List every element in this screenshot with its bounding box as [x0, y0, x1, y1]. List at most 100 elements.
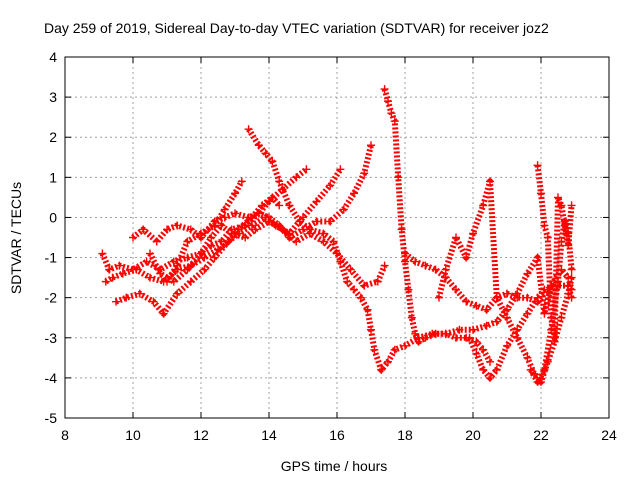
data-point [326, 217, 335, 226]
data-point [462, 253, 471, 262]
data-point [567, 265, 576, 274]
data-point [254, 141, 263, 150]
series-track-4 [129, 141, 375, 246]
data-point [387, 109, 396, 118]
data-point [149, 297, 158, 306]
data-point [513, 293, 522, 302]
data-point [411, 329, 420, 338]
data-point [482, 305, 491, 314]
data-point [220, 213, 229, 222]
data-point [98, 249, 107, 258]
data-point [492, 317, 501, 326]
data-point [465, 333, 474, 342]
data-point [254, 209, 263, 218]
data-point [390, 117, 399, 126]
data-point [384, 357, 392, 366]
series-track-3 [112, 193, 284, 318]
data-point [486, 357, 494, 366]
data-point [244, 125, 253, 134]
data-point [197, 229, 205, 238]
data-point [210, 253, 219, 262]
data-point [380, 85, 389, 94]
data-point [452, 233, 460, 242]
series-track-11 [465, 285, 549, 382]
data-point [329, 237, 338, 246]
data-point [367, 325, 375, 334]
data-point [390, 345, 399, 354]
data-point [380, 261, 389, 270]
data-point [169, 257, 178, 266]
data-point [343, 277, 352, 286]
data-point [217, 221, 226, 230]
data-point [384, 97, 392, 106]
data-point [540, 309, 549, 318]
data-point [486, 177, 494, 186]
data-point [482, 321, 491, 330]
data-point [305, 225, 314, 234]
series-track-8 [380, 85, 494, 366]
data-point [370, 345, 379, 354]
data-point [567, 201, 576, 210]
data-point [129, 233, 137, 242]
data-point [404, 285, 413, 294]
data-point [469, 325, 477, 334]
x-tick-label: 22 [533, 427, 549, 443]
data-point [244, 213, 253, 222]
series-trace [436, 178, 575, 385]
series-trace [104, 167, 343, 285]
data-point [486, 373, 494, 382]
data-point [207, 233, 216, 242]
data-point [200, 265, 209, 274]
x-tick-label: 14 [261, 427, 277, 443]
series-trace [381, 88, 493, 364]
data-point [407, 313, 416, 322]
y-tick-label: -4 [45, 370, 58, 386]
data-point [261, 149, 270, 158]
data-point [533, 253, 542, 262]
y-axis-title: SDTVAR / TECUs [8, 182, 24, 294]
series-track-5 [146, 217, 389, 290]
data-point [292, 237, 301, 246]
y-tick-label: -3 [45, 330, 58, 346]
data-point [248, 221, 256, 230]
data-point [152, 237, 161, 246]
data-point [540, 221, 549, 230]
data-point [540, 365, 549, 374]
data-point [567, 273, 576, 282]
data-point [200, 253, 209, 262]
data-point [560, 217, 569, 226]
series-trace [131, 144, 374, 245]
data-point [554, 277, 562, 286]
data-point [268, 193, 277, 202]
data-point [503, 305, 511, 314]
data-point [336, 165, 345, 174]
data-point [339, 205, 348, 214]
data-point [183, 253, 192, 262]
series-trace [466, 287, 547, 381]
data-point [360, 169, 369, 178]
data-point [159, 309, 168, 318]
data-point [503, 313, 511, 322]
data-point [373, 277, 382, 286]
data-point [132, 265, 141, 274]
x-axis-title: GPS time / hours [281, 458, 388, 474]
x-tick-label: 8 [61, 427, 69, 443]
data-point [224, 237, 233, 246]
data-point [105, 265, 114, 274]
data-point [299, 213, 307, 222]
data-point [319, 229, 328, 238]
data-point [101, 277, 110, 286]
data-point [231, 209, 239, 218]
data-point [479, 345, 488, 354]
data-point [183, 237, 192, 246]
data-point [377, 365, 386, 374]
series-trace [164, 179, 245, 284]
data-point [156, 269, 165, 278]
data-point [554, 193, 562, 202]
y-tick-label: -5 [45, 410, 58, 426]
data-point [431, 265, 440, 274]
series-track-6 [163, 177, 246, 286]
data-point [326, 181, 335, 190]
data-point [557, 237, 566, 246]
data-point [278, 225, 287, 234]
